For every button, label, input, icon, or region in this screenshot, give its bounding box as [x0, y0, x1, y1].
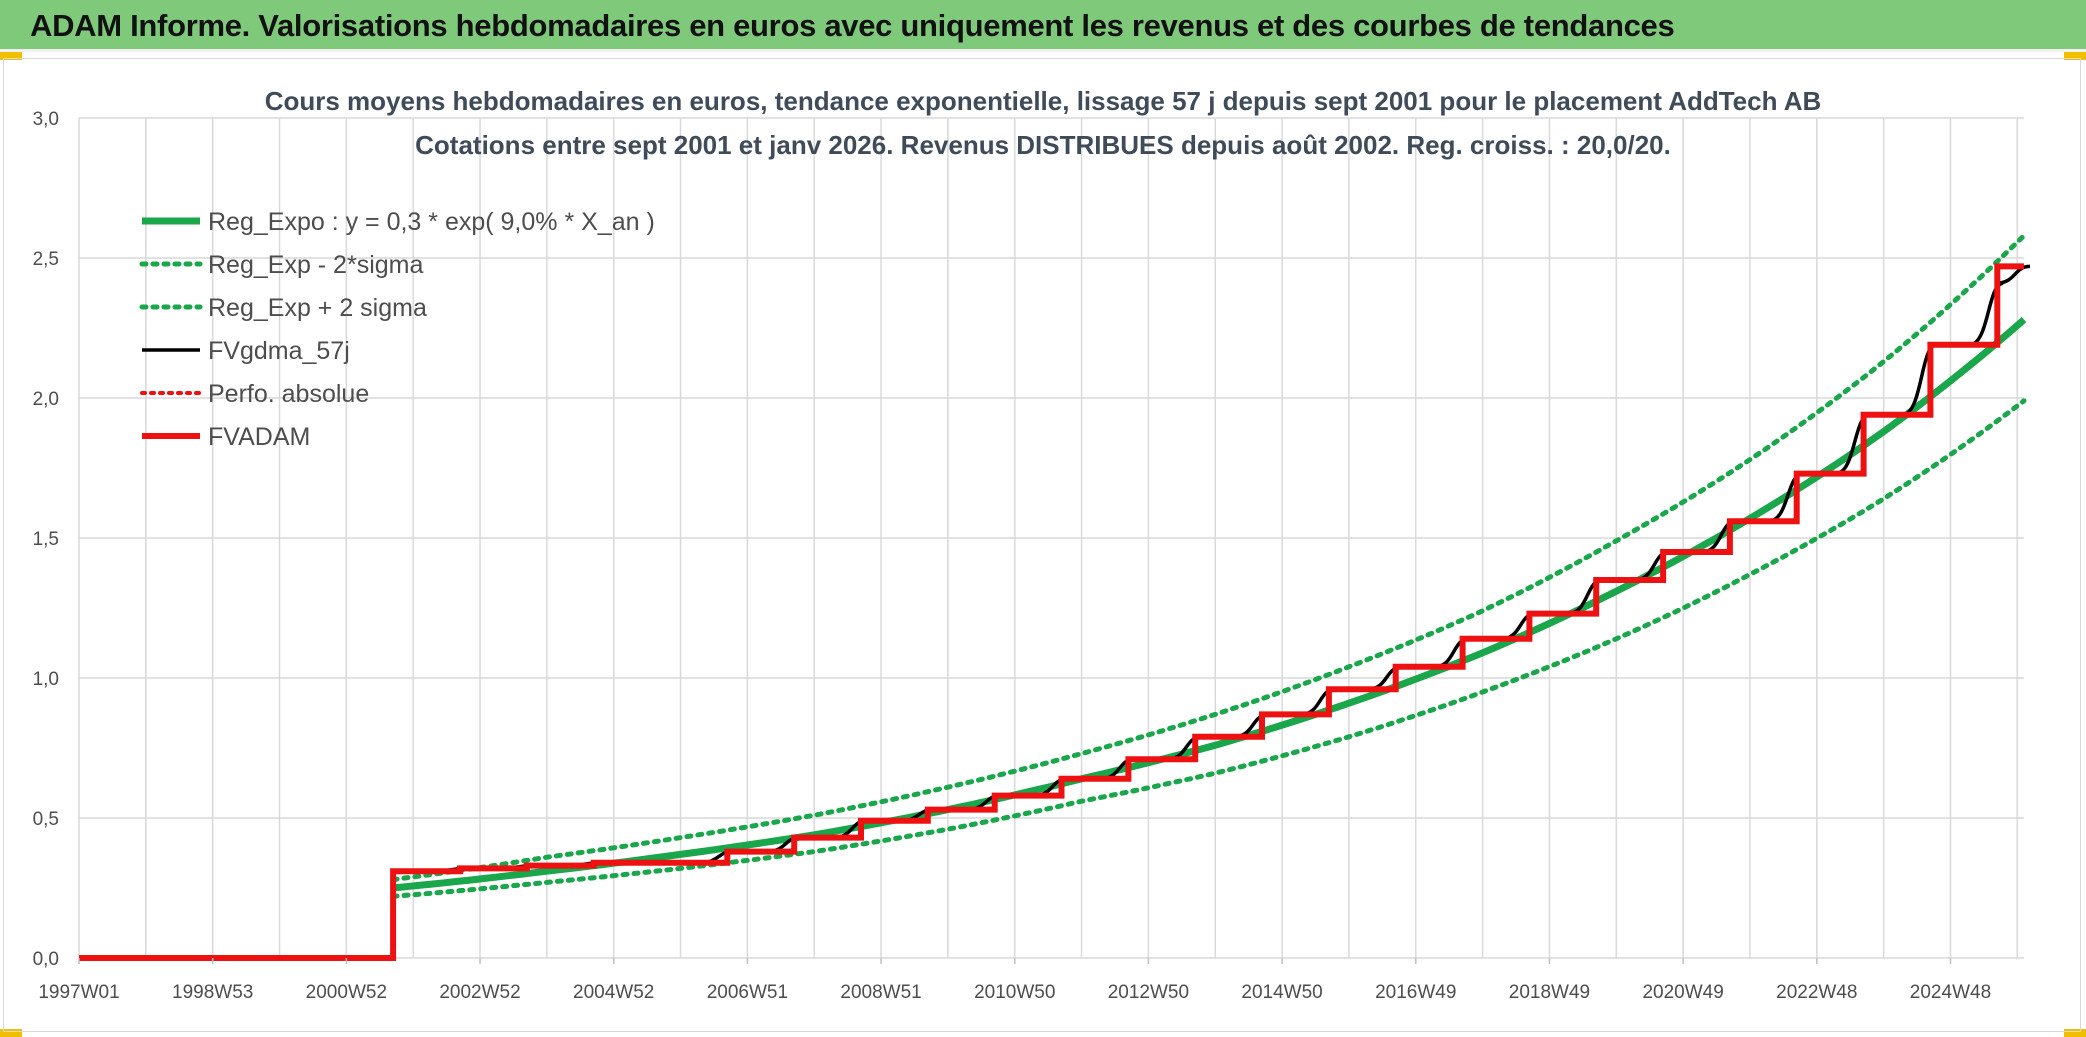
x-tick-label: 2002W52	[439, 982, 520, 1003]
chart-title: Cours moyens hebdomadaires en euros, ten…	[264, 86, 1822, 116]
x-tick-label: 2010W50	[974, 982, 1055, 1003]
x-tick-label: 2004W52	[573, 982, 654, 1003]
report-title: ADAM Informe. Valorisations hebdomadaire…	[30, 8, 1675, 43]
y-tick-label: 1,0	[33, 669, 59, 690]
legend-label: Perfo. absolue	[208, 380, 369, 408]
x-tick-label: 2006W51	[707, 982, 788, 1003]
series-line-5	[79, 263, 2024, 961]
y-tick-label: 0,0	[33, 949, 59, 970]
x-tick-label: 2024W48	[1910, 982, 1991, 1003]
x-tick-label: 1997W01	[38, 982, 119, 1003]
legend-label: Reg_Exp - 2*sigma	[208, 251, 423, 279]
series-line-1	[390, 398, 2027, 899]
x-tick-label: 2022W48	[1776, 982, 1857, 1003]
series-line-3	[79, 264, 2031, 960]
x-tick-label: 2016W49	[1375, 982, 1456, 1003]
report-banner: ADAM Informe. Valorisations hebdomadaire…	[0, 0, 2086, 52]
series-line-0	[392, 316, 2027, 892]
corner-marker-left	[0, 52, 22, 60]
legend-label: Reg_Expo : y = 0,3 * exp( 9,0% * X_an )	[208, 208, 655, 236]
y-tick-label: 1,5	[33, 529, 59, 550]
x-tick-label: 2014W50	[1241, 982, 1322, 1003]
chart-subtitle: Cotations entre sept 2001 et janv 2026. …	[415, 130, 1671, 160]
corner-marker-right	[2064, 52, 2086, 60]
legend-label: Reg_Exp + 2 sigma	[208, 294, 427, 322]
x-tick-label: 1998W53	[172, 982, 253, 1003]
y-tick-label: 0,5	[33, 809, 59, 830]
series-line-2	[390, 233, 2027, 883]
x-tick-label: 2020W49	[1642, 982, 1723, 1003]
y-tick-label: 2,5	[33, 249, 59, 270]
y-tick-label: 2,0	[33, 389, 59, 410]
x-tick-label: 2008W51	[840, 982, 921, 1003]
chart-frame	[3, 58, 2081, 1032]
legend-label: FVADAM	[208, 423, 310, 451]
y-tick-label: 3,0	[33, 109, 59, 130]
x-tick-label: 2012W50	[1108, 982, 1189, 1003]
corner-marker-bottom-right	[2064, 1029, 2086, 1037]
corner-marker-bottom-left	[0, 1029, 22, 1037]
x-tick-label: 2018W49	[1509, 982, 1590, 1003]
x-tick-label: 2000W52	[306, 982, 387, 1003]
legend-label: FVgdma_57j	[208, 337, 350, 365]
